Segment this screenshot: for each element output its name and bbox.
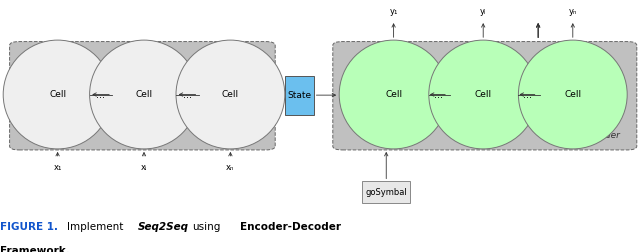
- Ellipse shape: [429, 40, 538, 149]
- Text: Encoder: Encoder: [27, 48, 64, 57]
- FancyBboxPatch shape: [333, 42, 637, 150]
- Text: Decoder: Decoder: [583, 131, 621, 140]
- Text: ...: ...: [96, 89, 106, 100]
- FancyBboxPatch shape: [362, 181, 410, 203]
- Text: FIGURE 1.: FIGURE 1.: [0, 222, 58, 232]
- Text: yₙ: yₙ: [568, 7, 577, 16]
- Text: using: using: [192, 222, 220, 232]
- Text: Cell: Cell: [49, 90, 66, 99]
- Text: xₙ: xₙ: [226, 163, 235, 172]
- Text: xᵢ: xᵢ: [141, 163, 147, 172]
- Ellipse shape: [3, 40, 112, 149]
- Text: Cell: Cell: [385, 90, 402, 99]
- FancyBboxPatch shape: [10, 42, 275, 150]
- Text: Cell: Cell: [222, 90, 239, 99]
- FancyBboxPatch shape: [285, 76, 314, 115]
- Ellipse shape: [518, 40, 627, 149]
- Text: Seq2Seq: Seq2Seq: [138, 222, 189, 232]
- Text: goSymbal: goSymbal: [365, 188, 407, 197]
- Ellipse shape: [90, 40, 198, 149]
- Text: Cell: Cell: [475, 90, 492, 99]
- Text: ...: ...: [434, 89, 443, 100]
- Text: ...: ...: [182, 89, 192, 100]
- Text: Implement: Implement: [67, 222, 124, 232]
- Text: ...: ...: [524, 89, 532, 100]
- Text: Encoder-Decoder: Encoder-Decoder: [240, 222, 341, 232]
- Text: Cell: Cell: [564, 90, 581, 99]
- Text: Framework.: Framework.: [0, 246, 70, 252]
- Text: yᵢ: yᵢ: [480, 7, 486, 16]
- Text: x₁: x₁: [53, 163, 62, 172]
- Ellipse shape: [339, 40, 448, 149]
- Ellipse shape: [176, 40, 285, 149]
- Text: y₁: y₁: [389, 7, 398, 16]
- Text: State: State: [287, 91, 311, 100]
- Text: Cell: Cell: [136, 90, 152, 99]
